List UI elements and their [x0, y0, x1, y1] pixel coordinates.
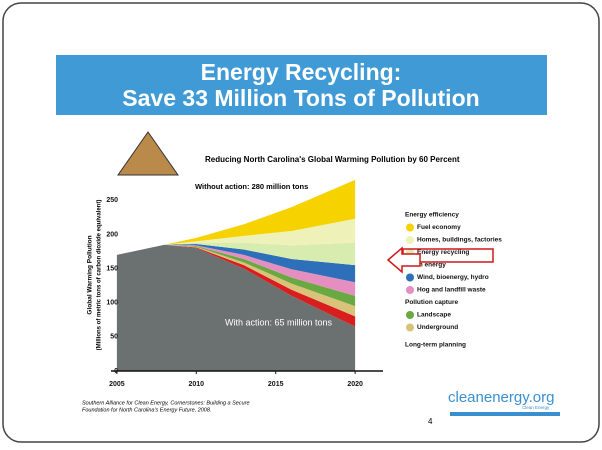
- legend-swatch: [406, 224, 414, 232]
- legend-label: Energy recycling: [417, 249, 469, 256]
- y-tick-label: 100: [106, 300, 118, 307]
- annotation: Without action: 280 million tons: [195, 182, 308, 191]
- legend-label: Homes, buildings, factories: [417, 237, 502, 244]
- y-tick-label: 50: [110, 334, 118, 341]
- slide: Energy Recycling: Save 33 Million Tons o…: [0, 0, 602, 445]
- legend-swatch: [406, 274, 414, 282]
- legend-swatch: [406, 311, 414, 319]
- legend-heading: Pollution capture: [405, 299, 458, 306]
- legend-label: Landscape: [417, 312, 451, 319]
- y-tick-label: 0: [114, 368, 118, 375]
- legend-label: Hog and landfill waste: [417, 287, 486, 294]
- x-tick-label: 2010: [189, 381, 205, 388]
- legend-swatch: [406, 286, 414, 294]
- title: Energy Recycling:: [201, 59, 402, 85]
- y-tick-label: 150: [106, 265, 118, 272]
- page-number: 4: [428, 417, 433, 426]
- x-tick-label: 2015: [268, 381, 284, 388]
- legend-heading: Energy efficiency: [405, 212, 459, 219]
- chart-title: Reducing North Carolina's Global Warming…: [205, 155, 460, 164]
- legend-label: Wind, bioenergy, hydro: [417, 274, 489, 281]
- y-tick-label: 250: [106, 197, 118, 204]
- logo-bar: [450, 412, 560, 416]
- legend-label: Fuel economy: [417, 224, 461, 231]
- logo: cleanenergy.org: [448, 389, 554, 406]
- y-tick-label: 200: [106, 231, 118, 238]
- source: Southern Alliance for Clean Energy, Corn…: [82, 400, 250, 406]
- y-label: (Millions of metric tons of carbon dioxi…: [97, 200, 103, 351]
- legend-swatch: [406, 324, 414, 332]
- legend-swatch: [406, 236, 414, 244]
- y-label: Global Warming Pollution: [87, 235, 94, 314]
- logo-tagline: Clean Energy: [522, 405, 550, 410]
- legend-label: Underground: [417, 324, 458, 331]
- source: Foundation for North Carolina's Energy F…: [82, 407, 211, 413]
- title: Save 33 Million Tons of Pollution: [122, 85, 479, 111]
- annotation: With action: 65 million tons: [225, 317, 333, 327]
- legend-heading: Long-term planning: [405, 342, 466, 349]
- x-tick-label: 2020: [347, 381, 363, 388]
- x-tick-label: 2005: [109, 381, 125, 388]
